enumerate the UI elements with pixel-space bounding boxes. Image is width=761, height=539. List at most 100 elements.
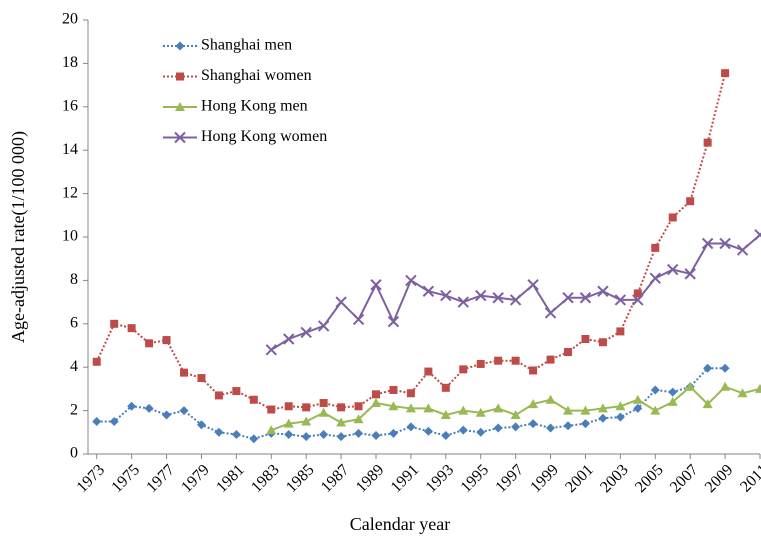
marker [685, 381, 696, 391]
marker [563, 405, 573, 415]
x-tick-label: 1983 [248, 461, 283, 496]
marker [755, 383, 761, 393]
y-tick-label: 20 [62, 11, 78, 28]
x-tick-label: 1991 [388, 461, 423, 496]
marker [335, 296, 347, 308]
marker [92, 416, 102, 426]
marker [319, 429, 329, 439]
marker [616, 327, 625, 336]
marker [441, 431, 451, 441]
marker [249, 395, 258, 404]
marker [492, 292, 504, 304]
marker [300, 326, 312, 339]
x-tick-label: 2011 [737, 461, 761, 495]
marker [564, 348, 572, 357]
marker [736, 244, 749, 256]
marker [389, 385, 398, 394]
marker [336, 432, 346, 442]
marker [703, 138, 712, 147]
marker [284, 429, 294, 439]
y-tick-label: 14 [62, 141, 78, 158]
marker [475, 289, 487, 302]
y-tick-label: 16 [62, 97, 78, 114]
marker [754, 229, 761, 241]
marker [283, 333, 295, 345]
y-axis-label: Age-adjusted rate(1/100 000) [8, 131, 29, 343]
x-tick-label: 2009 [702, 461, 737, 496]
marker [563, 421, 573, 431]
marker [214, 391, 223, 400]
marker [544, 307, 557, 319]
marker [702, 399, 713, 409]
marker [580, 419, 590, 429]
marker [701, 237, 714, 250]
y-tick-label: 2 [70, 401, 78, 418]
marker [388, 401, 399, 411]
marker [529, 366, 538, 375]
x-tick-label: 1997 [492, 461, 527, 496]
marker [598, 338, 607, 347]
marker [423, 426, 433, 436]
marker [406, 389, 415, 398]
x-tick-label: 1995 [458, 461, 493, 496]
marker [405, 403, 416, 413]
marker [459, 365, 468, 374]
marker [614, 294, 627, 306]
marker [441, 383, 450, 392]
marker [546, 355, 555, 364]
y-tick-label: 4 [70, 358, 78, 375]
legend-label: Hong Kong men [201, 98, 308, 115]
marker [615, 412, 625, 422]
legend-marker [175, 102, 185, 111]
marker [597, 285, 609, 297]
marker [265, 344, 277, 356]
marker [493, 403, 504, 413]
marker [406, 422, 416, 432]
marker [267, 405, 276, 414]
x-tick-label: 1981 [213, 461, 248, 496]
marker [633, 403, 643, 413]
marker [162, 336, 171, 345]
marker [528, 399, 539, 409]
marker [649, 272, 661, 284]
marker [353, 414, 364, 424]
marker [354, 428, 364, 438]
marker [319, 399, 328, 408]
marker [632, 294, 644, 306]
marker [719, 237, 731, 250]
marker [458, 405, 469, 415]
marker [650, 405, 661, 415]
marker [180, 368, 188, 377]
marker [581, 334, 590, 343]
marker [372, 390, 380, 399]
marker [633, 289, 642, 298]
marker [387, 315, 400, 328]
x-tick-label: 2007 [667, 461, 702, 496]
marker [109, 416, 119, 426]
x-tick-label: 1977 [143, 461, 178, 496]
x-tick-label: 1973 [74, 461, 109, 496]
marker [301, 416, 312, 426]
marker [370, 279, 382, 291]
marker [388, 428, 398, 438]
y-tick-label: 10 [62, 228, 78, 245]
marker [511, 356, 520, 365]
x-tick-label: 2001 [562, 461, 597, 496]
x-tick-label: 1979 [178, 461, 213, 496]
y-tick-label: 0 [70, 445, 78, 462]
legend-marker [175, 41, 185, 51]
marker [231, 429, 241, 439]
x-tick-label: 1999 [527, 461, 562, 496]
marker [510, 409, 521, 419]
marker [196, 420, 206, 430]
y-tick-label: 8 [70, 271, 78, 288]
marker [354, 402, 363, 411]
marker [509, 294, 522, 306]
marker [144, 403, 154, 413]
marker [667, 396, 678, 406]
legend-marker [176, 72, 184, 81]
marker [318, 407, 329, 417]
marker [127, 324, 136, 333]
marker [511, 422, 521, 432]
